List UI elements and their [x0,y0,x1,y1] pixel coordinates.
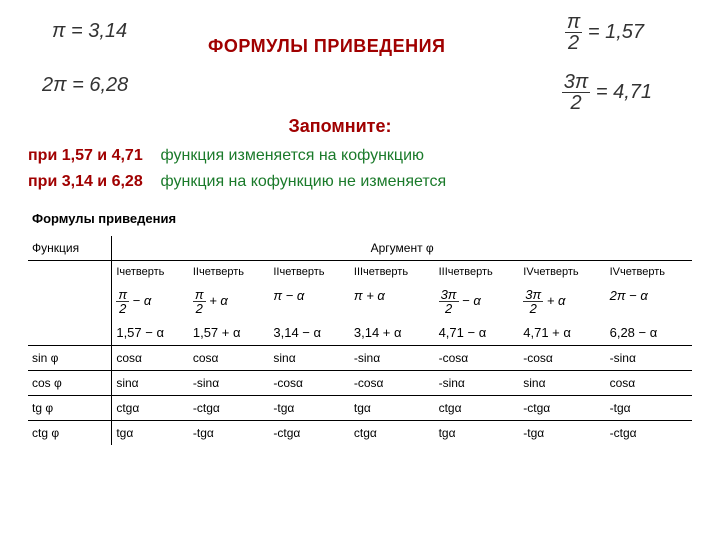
quarter-cell: IVчетверть [606,261,692,284]
val-cell: cosα [606,371,692,396]
quarter-cell: Iчетверть [112,261,189,284]
val-cell: -cosα [269,371,350,396]
val-cell: cosα [189,346,270,371]
quarter-cell: IIчетверть [189,261,270,284]
quarter-cell: IIIчетверть [350,261,435,284]
argexpr-cell: π2 − α [112,283,189,320]
fn-cell: ctg φ [28,421,112,446]
argexpr-cell: π + α [350,283,435,320]
eq-pi-over-2: π2 = 1,57 [565,12,644,53]
table-title: Формулы приведения [32,211,692,226]
fn-cell: sin φ [28,346,112,371]
argexpr-cell: 3π2 − α [435,283,520,320]
val-cell: sinα [269,346,350,371]
rule-2-prefix: при 3,14 и 6,28 [28,173,143,190]
val-cell: -sinα [606,346,692,371]
val-cell: -cosα [519,346,605,371]
val-cell: -cosα [350,371,435,396]
fn-cell: tg φ [28,396,112,421]
subtitle: Запомните: [0,116,692,137]
val-cell: ctgα [350,421,435,446]
rule-1: при 1,57 и 4,71 функция изменяется на ко… [28,147,692,165]
argexpr-cell: π − α [269,283,350,320]
rule-2: при 3,14 и 6,28 функция на кофункцию не … [28,173,692,191]
val-cell: tgα [350,396,435,421]
quarter-cell: IVчетверть [519,261,605,284]
val-cell: -ctgα [189,396,270,421]
val-cell: -tgα [189,421,270,446]
eq-2pi: 2π = 6,28 [42,74,128,97]
val-cell: -ctgα [269,421,350,446]
val-cell: tgα [435,421,520,446]
val-cell: -sinα [189,371,270,396]
argnum-cell: 1,57 + α [189,320,270,346]
argnum-cell: 4,71 − α [435,320,520,346]
rule-2-text: функция на кофункцию не изменяется [161,173,447,190]
val-cell: -cosα [435,346,520,371]
eq-3pi-over-2: 3π2 = 4,71 [562,72,652,113]
argnum-cell: 4,71 + α [519,320,605,346]
rule-1-text: функция изменяется на кофункцию [161,147,425,164]
fn-cell: cos φ [28,371,112,396]
argexpr-cell: π2 + α [189,283,270,320]
page-title: ФОРМУЛЫ ПРИВЕДЕНИЯ [208,36,445,57]
argnum-cell: 3,14 + α [350,320,435,346]
quarter-cell: IIIчетверть [435,261,520,284]
argexpr-cell: 3π2 + α [519,283,605,320]
val-cell: -tgα [269,396,350,421]
val-cell: -sinα [435,371,520,396]
argnum-cell: 1,57 − α [112,320,189,346]
val-cell: -sinα [350,346,435,371]
val-cell: sinα [112,371,189,396]
constants-block: π = 3,14 2π = 6,28 ФОРМУЛЫ ПРИВЕДЕНИЯ π2… [28,14,692,114]
argnum-cell: 6,28 − α [606,320,692,346]
reduction-table: Функция Аргумент φ Iчетверть IIчетверть … [28,236,692,445]
val-cell: sinα [519,371,605,396]
quarter-cell: IIчетверть [269,261,350,284]
th-argument: Аргумент φ [112,236,692,261]
val-cell: -tgα [606,396,692,421]
argexpr-cell: 2π − α [606,283,692,320]
val-cell: -ctgα [606,421,692,446]
th-function: Функция [28,236,112,261]
val-cell: tgα [112,421,189,446]
eq-pi: π = 3,14 [52,20,127,43]
val-cell: ctgα [112,396,189,421]
val-cell: -tgα [519,421,605,446]
rule-1-prefix: при 1,57 и 4,71 [28,147,143,164]
argnum-cell: 3,14 − α [269,320,350,346]
val-cell: ctgα [435,396,520,421]
val-cell: -ctgα [519,396,605,421]
val-cell: cosα [112,346,189,371]
